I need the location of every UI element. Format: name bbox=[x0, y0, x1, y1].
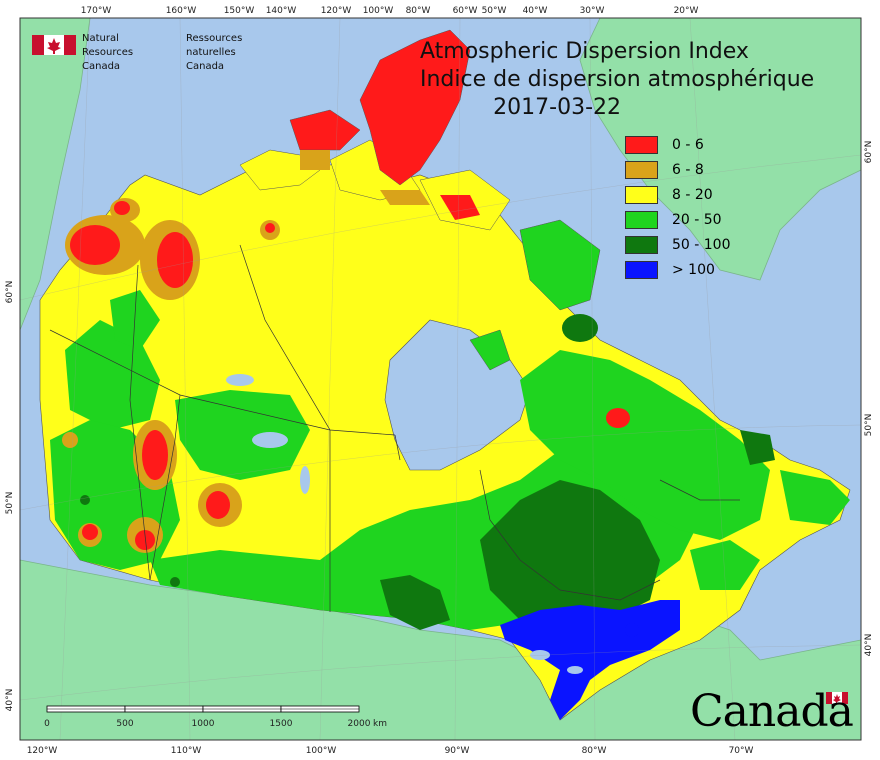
lat-right-label: 40°N bbox=[864, 634, 874, 657]
canada-wordmark: Canada bbox=[690, 686, 854, 737]
lon-top-label: 60°W bbox=[453, 6, 478, 16]
agency-fr-line2: Canada bbox=[186, 61, 225, 72]
lon-top-label: 20°W bbox=[674, 6, 699, 16]
title-french: Indice de dispersion atmosphérique bbox=[420, 67, 815, 92]
lat-right-label: 50°N bbox=[864, 414, 874, 437]
legend-swatch bbox=[625, 135, 658, 154]
legend-item: 0 - 6 bbox=[625, 132, 731, 157]
legend-swatch bbox=[625, 160, 658, 179]
agency-french: Ressources naturelles Canada bbox=[186, 32, 242, 74]
lon-top-label: 50°W bbox=[482, 6, 507, 16]
canada-flag-icon bbox=[32, 35, 76, 55]
lon-bottom-label: 90°W bbox=[445, 746, 470, 756]
agency-en-line2: Canada bbox=[82, 61, 121, 72]
scale-bar: 0 500 1000 1500 2000 km bbox=[44, 705, 387, 729]
legend-item: 20 - 50 bbox=[625, 207, 731, 232]
lon-bottom-label: 70°W bbox=[729, 746, 754, 756]
lon-bottom-label: 120°W bbox=[27, 746, 58, 756]
agency-fr-line1: Ressources naturelles bbox=[186, 33, 243, 58]
scale-label: 1000 bbox=[192, 719, 215, 729]
lat-right-label: 60°N bbox=[864, 141, 874, 164]
lat-left-label: 50°N bbox=[5, 492, 15, 515]
legend-swatch bbox=[625, 235, 658, 254]
legend-label: 50 - 100 bbox=[672, 236, 731, 253]
graticule bbox=[19, 17, 862, 741]
scale-label: 0 bbox=[44, 719, 50, 729]
bottom-longitude-labels: 120°W 110°W 100°W 90°W 80°W 70°W bbox=[27, 746, 754, 756]
legend-swatch bbox=[625, 185, 658, 204]
scale-label: 2000 bbox=[348, 719, 371, 729]
lon-bottom-label: 110°W bbox=[171, 746, 202, 756]
legend: 0 - 6 6 - 8 8 - 20 20 - 50 50 - 100 > 10… bbox=[625, 132, 731, 282]
legend-swatch bbox=[625, 210, 658, 229]
lon-top-label: 40°W bbox=[523, 6, 548, 16]
lon-top-label: 140°W bbox=[266, 6, 297, 16]
lon-top-label: 80°W bbox=[406, 6, 431, 16]
legend-label: 20 - 50 bbox=[672, 211, 722, 228]
scale-label: 1500 bbox=[270, 719, 293, 729]
lat-left-label: 40°N bbox=[5, 689, 15, 712]
legend-label: 0 - 6 bbox=[672, 136, 704, 153]
agency-english: Natural Resources Canada bbox=[82, 32, 133, 74]
map-frame bbox=[19, 17, 862, 741]
legend-label: 6 - 8 bbox=[672, 161, 704, 178]
lon-top-label: 120°W bbox=[321, 6, 352, 16]
legend-swatch bbox=[625, 260, 658, 279]
lon-top-label: 150°W bbox=[224, 6, 255, 16]
top-longitude-labels: 170°W 160°W 150°W 140°W 120°W 100°W 80°W… bbox=[81, 6, 699, 16]
map-date: 2017-03-22 bbox=[493, 95, 622, 120]
lon-bottom-label: 80°W bbox=[582, 746, 607, 756]
lon-top-label: 100°W bbox=[363, 6, 394, 16]
scale-unit: km bbox=[373, 719, 387, 729]
legend-item: 6 - 8 bbox=[625, 157, 731, 182]
zone-50-100 bbox=[80, 314, 775, 640]
legend-item: > 100 bbox=[625, 257, 731, 282]
legend-item: 50 - 100 bbox=[625, 232, 731, 257]
lon-top-label: 30°W bbox=[580, 6, 605, 16]
legend-label: 8 - 20 bbox=[672, 186, 713, 203]
map-title: Atmospheric Dispersion Index Indice de d… bbox=[420, 38, 814, 122]
lon-bottom-label: 100°W bbox=[306, 746, 337, 756]
agency-en-line1: Natural Resources bbox=[82, 33, 134, 58]
provincial-borders bbox=[49, 244, 740, 612]
left-latitude-labels: 60°N 50°N 40°N bbox=[5, 281, 15, 712]
legend-item: 8 - 20 bbox=[625, 182, 731, 207]
scale-label: 500 bbox=[116, 719, 133, 729]
legend-label: > 100 bbox=[672, 261, 715, 278]
title-english: Atmospheric Dispersion Index bbox=[420, 39, 749, 64]
lat-left-label: 60°N bbox=[5, 281, 15, 304]
lon-top-label: 160°W bbox=[166, 6, 197, 16]
lon-top-label: 170°W bbox=[81, 6, 112, 16]
lakes bbox=[226, 374, 583, 674]
zone-0-6 bbox=[70, 201, 630, 550]
ellesmere-island bbox=[359, 29, 471, 186]
right-latitude-labels: 60°N 50°N 40°N bbox=[864, 141, 874, 657]
wordmark-flag-icon bbox=[826, 692, 848, 704]
